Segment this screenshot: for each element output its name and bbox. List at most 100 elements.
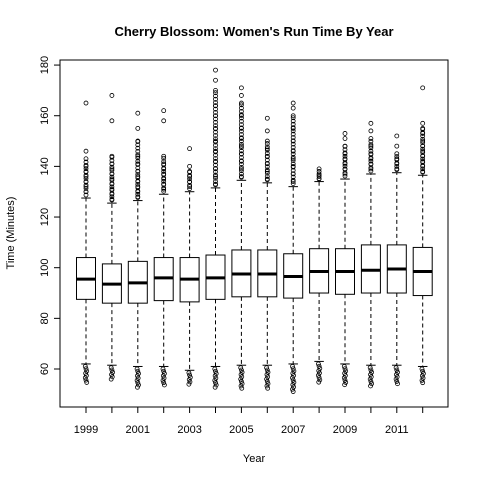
outlier-point — [213, 179, 218, 184]
outlier-point — [394, 163, 400, 169]
outlier-point — [213, 67, 218, 73]
y-tick-label: 120 — [39, 208, 51, 226]
plot-frame — [59, 59, 449, 408]
outlier-point — [238, 168, 244, 174]
outlier-point — [238, 379, 244, 384]
outlier-point — [83, 163, 89, 169]
outlier-point — [264, 169, 270, 174]
chart-title: Cherry Blossom: Women's Run Time By Year — [114, 24, 393, 39]
outlier-point — [161, 118, 167, 124]
outlier-point — [238, 136, 244, 141]
outlier-point — [109, 168, 115, 173]
outlier-point — [187, 379, 193, 385]
outlier-point — [109, 161, 115, 167]
outlier-point — [420, 371, 426, 376]
outlier-point — [83, 192, 89, 198]
outlier-point — [109, 194, 115, 200]
outlier-point — [291, 384, 296, 390]
outlier-point — [264, 365, 270, 371]
outlier-point — [83, 377, 89, 383]
outlier-point — [315, 361, 321, 367]
outlier-point — [342, 151, 348, 157]
outlier-point — [290, 382, 296, 388]
box-2002 — [153, 108, 174, 388]
outlier-point — [212, 373, 218, 379]
outlier-point — [394, 374, 400, 380]
outlier-point — [265, 374, 271, 380]
outlier-point — [187, 179, 193, 184]
outlier-point — [109, 181, 115, 187]
outlier-point — [161, 375, 167, 381]
outlier-point — [109, 174, 115, 180]
outlier-point — [265, 385, 271, 391]
box-2012 — [412, 85, 433, 386]
outlier-point — [368, 142, 374, 147]
outlier-point — [135, 155, 141, 161]
outlier-point — [161, 371, 167, 376]
outlier-point — [135, 110, 141, 116]
outlier-point — [420, 163, 426, 169]
outlier-point — [161, 181, 167, 187]
outlier-point — [83, 156, 89, 162]
outlier-point — [368, 138, 374, 144]
box-2006 — [257, 115, 278, 391]
outlier-point — [368, 168, 374, 174]
y-tick-label: 140 — [39, 157, 51, 175]
outlier-point — [161, 108, 167, 114]
outlier-point — [290, 100, 296, 106]
outlier-point — [135, 174, 141, 179]
outlier-point — [238, 115, 244, 121]
outlier-point — [420, 153, 426, 159]
outlier-point — [419, 373, 425, 379]
outlier-point — [213, 158, 218, 164]
y-axis: 60 80 100 120 140 160 180 — [39, 56, 60, 375]
outlier-point — [290, 181, 296, 187]
outlier-point — [213, 100, 218, 105]
outlier-point — [83, 370, 89, 376]
outlier-point — [264, 376, 270, 382]
outlier-point — [238, 166, 244, 172]
outlier-point — [161, 171, 167, 177]
outlier-point — [368, 158, 374, 164]
outlier-point — [264, 128, 270, 134]
outlier-point — [290, 161, 296, 167]
outlier-point — [368, 383, 373, 389]
outlier-point — [238, 158, 244, 164]
outlier-point — [290, 366, 296, 372]
outlier-point — [264, 379, 270, 384]
outlier-point — [342, 373, 348, 378]
outlier-point — [368, 120, 374, 126]
outlier-point — [420, 169, 426, 174]
outlier-point — [265, 369, 271, 375]
outlier-point — [264, 164, 270, 170]
outlier-point — [213, 138, 218, 144]
outlier-point — [238, 125, 244, 131]
outlier-point — [161, 368, 167, 374]
outlier-point — [315, 372, 321, 378]
outlier-point — [290, 156, 296, 162]
outlier-point — [187, 146, 193, 152]
outlier-point — [161, 176, 167, 182]
outlier-point — [394, 156, 400, 162]
outlier-point — [420, 136, 426, 142]
outlier-point — [342, 166, 348, 172]
outlier-point — [317, 370, 322, 376]
x-axis-label: Year — [243, 453, 266, 465]
outlier-point — [213, 93, 218, 99]
outlier-point — [341, 364, 347, 369]
outlier-point — [265, 381, 271, 387]
outlier-point — [316, 375, 322, 381]
box-2005 — [231, 85, 252, 391]
outlier-point — [367, 376, 373, 382]
outlier-point — [291, 380, 297, 385]
outlier-point — [135, 184, 141, 190]
outlier-point — [161, 186, 167, 192]
outlier-point — [109, 166, 115, 172]
outlier-point — [213, 125, 218, 131]
outlier-point — [135, 194, 141, 200]
outlier-point — [161, 380, 167, 386]
outlier-point — [213, 106, 218, 112]
outlier-point — [420, 131, 426, 136]
y-tick-label: 60 — [39, 363, 51, 375]
